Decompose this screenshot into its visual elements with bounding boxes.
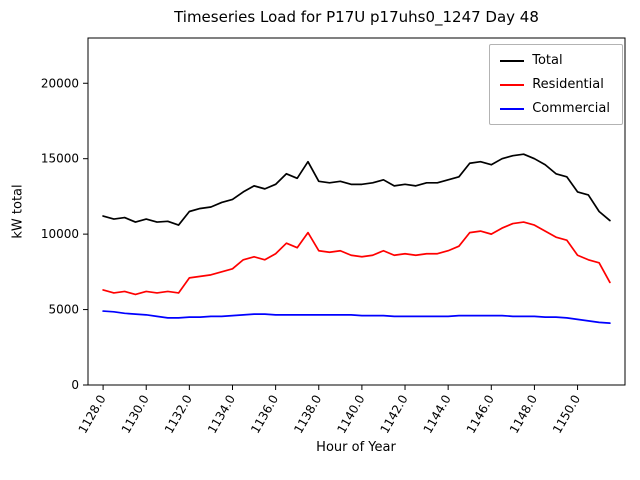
x-axis-label: Hour of Year — [316, 440, 396, 455]
legend-swatch — [500, 83, 525, 86]
legend-swatch — [500, 59, 525, 62]
x-tick-label: 1128.0 — [76, 393, 109, 436]
x-tick-label: 1150.0 — [550, 393, 583, 436]
x-tick-label: 1140.0 — [334, 393, 367, 436]
legend: Total Residential Commercial — [489, 44, 623, 125]
series-line-commercial — [102, 310, 611, 324]
y-tick-label: 5000 — [48, 303, 79, 317]
legend-label: Total — [532, 53, 563, 68]
x-tick-label: 1142.0 — [377, 393, 410, 436]
x-tick-label: 1148.0 — [507, 393, 540, 436]
legend-label: Residential — [532, 77, 604, 92]
x-tick-label: 1132.0 — [162, 393, 195, 436]
legend-swatch — [500, 107, 525, 110]
series-line-residential — [102, 221, 611, 296]
y-tick-label: 20000 — [41, 76, 79, 90]
plot-border — [87, 37, 626, 386]
x-tick-label: 1144.0 — [421, 393, 454, 436]
legend-item-residential: Residential — [500, 77, 610, 92]
y-tick-label: 0 — [71, 378, 79, 392]
legend-item-total: Total — [500, 53, 610, 68]
chart-title: Timeseries Load for P17U p17uhs0_1247 Da… — [174, 8, 539, 26]
y-tick-label: 15000 — [41, 152, 79, 166]
x-tick-label: 1138.0 — [291, 393, 324, 436]
y-tick-label: 10000 — [41, 227, 79, 241]
x-tick-label: 1134.0 — [205, 393, 238, 436]
y-axis-label: kW total — [10, 184, 26, 239]
x-tick-label: 1130.0 — [119, 393, 152, 436]
x-tick-label: 1146.0 — [464, 393, 497, 436]
series-line-total — [102, 153, 611, 226]
legend-label: Commercial — [532, 101, 610, 116]
legend-item-commercial: Commercial — [500, 101, 610, 116]
x-tick-label: 1136.0 — [248, 393, 281, 436]
